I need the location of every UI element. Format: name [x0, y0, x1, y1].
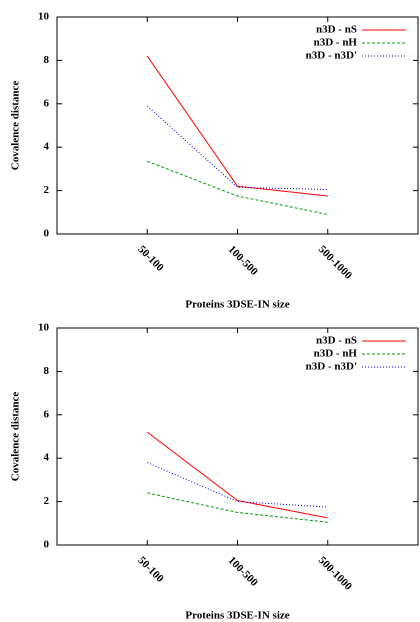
- plot-frame: [56, 16, 419, 235]
- x-tick-label: 500-1000: [316, 243, 355, 282]
- series-line: [146, 431, 328, 519]
- y-tick-label: 8: [44, 54, 50, 66]
- y-tick-label: 8: [44, 365, 50, 377]
- y-tick-label: 0: [44, 539, 50, 551]
- legend-label: n3D - nH: [314, 37, 358, 49]
- series-line: [146, 55, 328, 197]
- y-tick-label: 0: [44, 228, 50, 240]
- y-tick-label: 6: [44, 97, 50, 109]
- legend-label: n3D - n3D': [306, 361, 357, 373]
- y-tick-label: 4: [44, 452, 50, 464]
- x-tick-label: 500-1000: [316, 554, 355, 593]
- y-tick-label: 10: [38, 11, 50, 23]
- x-tick-label: 100-500: [226, 243, 261, 278]
- x-tick-label: 100-500: [226, 554, 261, 589]
- series-line: [147, 492, 328, 523]
- y-tick-label: 2: [44, 184, 50, 196]
- y-tick-label: 10: [38, 322, 50, 334]
- y-axis-label: Covalence distance: [10, 81, 22, 171]
- series-line: [147, 160, 328, 215]
- x-tick-label: 50-100: [135, 243, 166, 274]
- series-line: [146, 105, 328, 191]
- legend-label: n3D - n3D': [306, 50, 357, 62]
- legend-label: n3D - nH: [314, 348, 358, 360]
- x-tick-label: 50-100: [135, 554, 166, 585]
- y-axis-label: Covalence distance: [10, 392, 22, 482]
- y-tick-label: 2: [44, 495, 50, 507]
- y-tick-label: 4: [44, 141, 50, 153]
- legend-label: n3D - nS: [316, 24, 357, 36]
- y-tick-label: 6: [44, 408, 50, 420]
- x-axis-label: Proteins 3DSE-IN size: [185, 610, 289, 622]
- x-axis-label: Proteins 3DSE-IN size: [185, 299, 289, 311]
- legend-label: n3D - nS: [316, 335, 357, 347]
